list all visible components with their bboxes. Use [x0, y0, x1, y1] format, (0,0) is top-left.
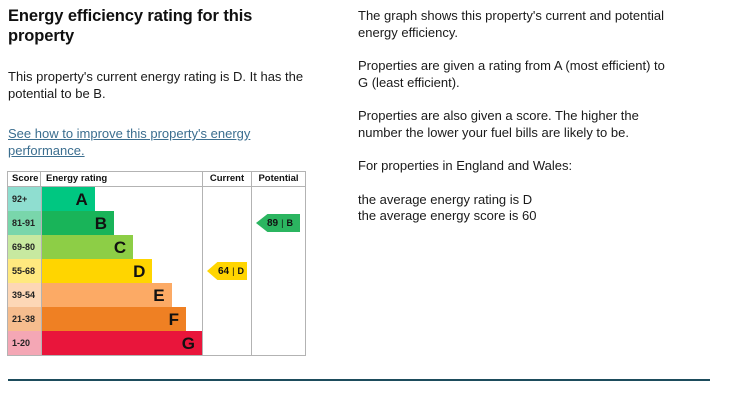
rating-band-row: 1-20 G [8, 331, 305, 355]
rating-bar-g: G [42, 331, 202, 355]
rating-letter: C [113, 237, 127, 257]
current-separator: | [232, 266, 235, 276]
potential-rating-marker: 89 | B [256, 214, 300, 232]
current-rating-marker: 64 | D [207, 262, 247, 280]
column-header-current: Current [203, 172, 252, 186]
rating-bar-a: A [42, 187, 95, 211]
potential-cell [252, 259, 305, 283]
score-range-cell: 92+ [8, 187, 41, 211]
rating-letter: E [153, 285, 165, 305]
rating-band-row: 39-54 E [8, 283, 305, 307]
rating-letter: B [94, 213, 107, 233]
potential-cell [252, 307, 305, 331]
current-cell: 64 | D [203, 259, 252, 283]
potential-cell [252, 283, 305, 307]
energy-rating-cell: C [41, 235, 203, 259]
current-band-letter: D [237, 266, 244, 276]
rating-letter: G [181, 333, 195, 353]
average-rating-line: the average energy rating is D [358, 191, 533, 207]
improve-performance-link[interactable]: See how to improve this property's energ… [8, 126, 251, 158]
rating-band-row: 21-38 F [8, 307, 305, 331]
rating-bar-c: C [42, 235, 134, 259]
explanation-paragraph-4: For properties in England and Wales: [358, 158, 573, 173]
rating-bar-d: D [42, 259, 153, 283]
current-cell [203, 187, 252, 211]
score-range-cell: 81-91 [8, 211, 41, 235]
rating-letter: D [133, 261, 146, 281]
rating-band-row: 81-91 B 89 | B [8, 211, 305, 235]
score-range-cell: 1-20 [8, 331, 41, 355]
explanation-paragraph-2: Properties are given a rating from A (mo… [358, 58, 665, 90]
epc-rating-chart: Score Energy rating Current Potential 92… [7, 171, 306, 356]
column-header-potential: Potential [258, 173, 299, 184]
energy-rating-cell: E [41, 283, 203, 307]
potential-separator: | [281, 218, 284, 228]
current-score-value: 64 [218, 265, 230, 277]
score-range-cell: 55-68 [8, 259, 41, 283]
average-score-line: the average energy score is 60 [358, 208, 537, 223]
left-column: Energy efficiency rating for this proper… [8, 6, 338, 158]
potential-cell [252, 187, 305, 211]
page-title: Energy efficiency rating for this proper… [8, 7, 253, 45]
current-cell [203, 235, 252, 259]
rating-bar-b: B [42, 211, 114, 235]
energy-rating-cell: D [41, 259, 203, 283]
rating-bar-f: F [42, 307, 186, 331]
intro-paragraph: This property's current energy rating is… [8, 69, 304, 101]
rating-letter: F [168, 309, 179, 329]
rating-bar-e: E [42, 283, 172, 307]
column-header-score: Score [8, 172, 41, 186]
explanation-paragraph-3: Properties are also given a score. The h… [358, 108, 639, 140]
energy-rating-cell: G [41, 331, 203, 355]
potential-cell: 89 | B [252, 211, 305, 235]
energy-rating-cell: B [41, 211, 203, 235]
rating-band-row: 69-80 C [8, 235, 305, 259]
rating-letter: A [75, 189, 88, 209]
potential-band-letter: B [286, 218, 293, 228]
energy-rating-cell: A [41, 187, 203, 211]
column-header-energy-rating: Energy rating [41, 172, 203, 186]
score-range-cell: 69-80 [8, 235, 41, 259]
current-cell [203, 211, 252, 235]
explanation-paragraph-1: The graph shows this property's current … [358, 8, 664, 40]
chart-body: 92+ A 81-91 B 89 | B 69-80 C 55-68 D 64 | D 39-54 E 21-3… [8, 187, 305, 355]
current-cell [203, 307, 252, 331]
bottom-divider [8, 379, 710, 381]
current-cell [203, 331, 252, 355]
current-cell [203, 283, 252, 307]
rating-band-row: 55-68 D 64 | D [8, 259, 305, 283]
score-range-cell: 21-38 [8, 307, 41, 331]
energy-rating-cell: F [41, 307, 203, 331]
explanation-column: The graph shows this property's current … [358, 8, 678, 225]
potential-cell [252, 235, 305, 259]
score-range-cell: 39-54 [8, 283, 41, 307]
potential-cell [252, 331, 305, 355]
potential-score-value: 89 [267, 217, 279, 229]
chart-header-row: Score Energy rating Current Potential [8, 172, 305, 187]
average-stats: the average energy rating is D the avera… [358, 192, 678, 225]
rating-band-row: 92+ A [8, 187, 305, 211]
